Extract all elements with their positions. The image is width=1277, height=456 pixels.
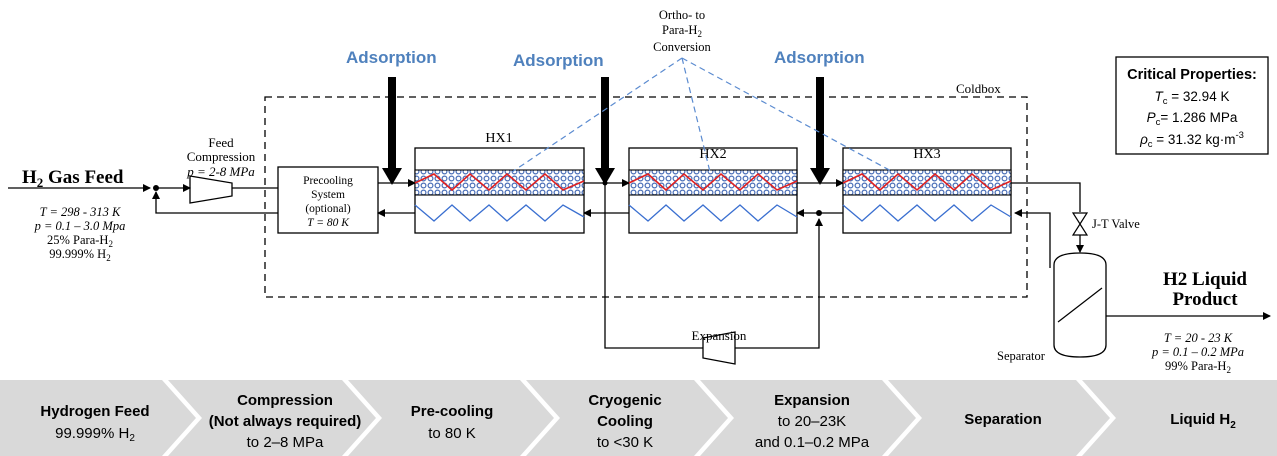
adsorption-arrow-3 [810,77,830,185]
step-3-shape [348,380,554,456]
compression-label-2: Compression [187,149,256,164]
adsorption-arrow-1 [382,77,402,185]
compressor-symbol [189,175,233,204]
separator-vessel [1053,252,1107,358]
separator-label: Separator [997,349,1046,363]
separator-vapor-return [1014,209,1051,268]
hx1-label: HX1 [485,131,512,146]
hx3-label: HX3 [913,147,940,162]
coldbox-boundary [264,96,1028,298]
svg-text:Ortho- to: Ortho- to [659,8,705,22]
feed-pressure: p = 0.1 – 3.0 Mpa [34,219,126,233]
step-4-sub: to <30 K [597,434,653,451]
compression-label-1: Feed [208,135,234,150]
precooling-label-2: System [311,189,345,201]
adsorption-label-3: Adsorption [774,48,865,67]
product-temperature: T = 20 - 23 K [1164,331,1233,345]
step-5-sub-2: and 0.1–0.2 MPa [755,434,870,451]
process-steps-band [0,380,1277,456]
product-para: 99% Para-H2 [1165,359,1231,375]
coldbox-label: Coldbox [956,81,1001,96]
step-1-title: Hydrogen Feed [40,403,149,420]
precooling-temperature: T = 80 K [307,217,350,229]
jt-valve-label: J-T Valve [1092,217,1140,231]
step-3-title: Pre-cooling [411,403,494,420]
step-2-sub: to 2–8 MPa [247,434,324,451]
step-5-shape [700,380,916,456]
adsorption-label-2: Adsorption [513,51,604,70]
step-4-shape [526,380,728,456]
svg-text:Conversion: Conversion [653,40,711,54]
step-1-sub: 99.999% H2 [55,425,135,444]
precooling-label-1: Precooling [303,175,353,187]
step-5-sub: to 20–23K [778,413,846,430]
step-6-shape [888,380,1110,456]
step-1-shape [0,380,196,456]
critical-title: Critical Properties: [1127,67,1257,83]
feed-temperature: T = 298 - 313 K [40,205,121,219]
step-4-title: Cryogenic [588,392,661,409]
product-conditions: T = 20 - 23 K p = 0.1 – 0.2 MPa 99% Para… [1151,331,1244,375]
adsorption-arrow-2 [595,77,615,185]
merge-junction [816,210,822,216]
compression-pressure: p = 2-8 MPa [186,164,255,179]
feed-purity: 99.999% H2 [49,247,110,263]
product-pressure: p = 0.1 – 0.2 MPa [1151,345,1244,359]
precooling-box [277,166,379,234]
ortho-para-leaders [511,57,894,173]
expansion-loop-line [604,183,703,349]
step-3-sub: to 80 K [428,425,476,442]
hx1 [414,147,585,234]
step-6-title: Separation [964,411,1042,428]
critical-tc: Tc = 32.94 K [1155,89,1230,107]
feed-title: H2 Gas Feed [22,167,124,190]
critical-rho: ρc = 31.32 kg·m-3 [1139,130,1244,150]
step-2-title-2: (Not always required) [209,413,362,430]
hx3 [842,147,1012,234]
jt-valve [1071,212,1089,236]
recycle-return-line [152,191,278,214]
hx3-outlet-line [1011,182,1081,212]
ortho-para-label: Ortho- to Para-H2 Conversion [653,8,711,54]
hx2-label: HX2 [699,147,726,162]
feed-conditions: T = 298 - 313 K p = 0.1 – 3.0 Mpa 25% Pa… [34,205,126,263]
step-4-title-2: Cooling [597,413,653,430]
step-7-shape [1082,380,1277,456]
hx2 [628,147,798,234]
critical-pc: Pc= 1.286 MPa [1147,110,1238,128]
product-title-2: Product [1172,289,1238,310]
expansion-label: Expansion [692,328,747,343]
expander-symbol [702,331,736,365]
precooling-label-3: (optional) [305,203,351,215]
product-title-1: H2 Liquid [1163,269,1247,290]
svg-text:Para-H2: Para-H2 [662,23,702,39]
step-2-shape [168,380,376,456]
adsorption-label-1: Adsorption [346,48,437,67]
step-2-title: Compression [237,392,333,409]
step-7-title: Liquid H2 [1170,411,1236,431]
critical-properties-box [1115,56,1269,155]
feed-para: 25% Para-H2 [47,233,113,249]
expansion-return-line [735,218,823,349]
step-5-title: Expansion [774,392,850,409]
